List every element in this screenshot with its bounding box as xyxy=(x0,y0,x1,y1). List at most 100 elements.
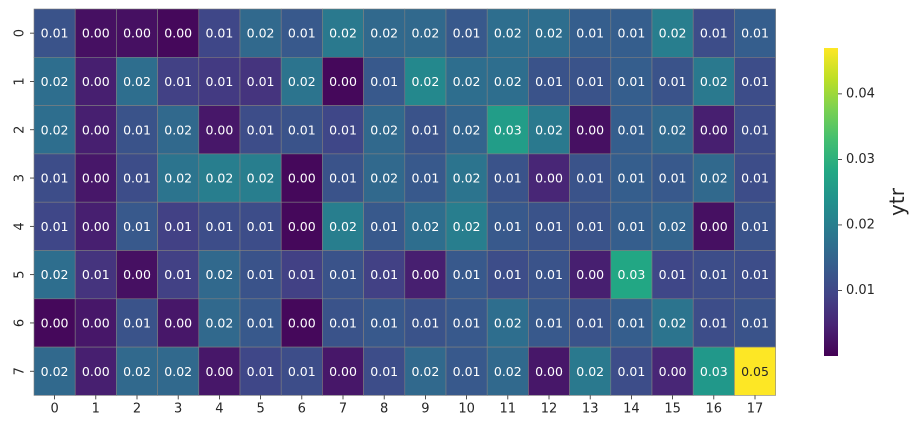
cell-label: 0.01 xyxy=(535,315,563,330)
colorbar-label: ytr xyxy=(885,187,909,216)
cell-label: 0.00 xyxy=(535,171,563,186)
cell-label: 0.01 xyxy=(535,219,563,234)
y-tick-label: 4 xyxy=(13,222,28,230)
cell-label: 0.01 xyxy=(700,315,728,330)
heatmap-cell xyxy=(239,105,282,155)
cell-label: 0.01 xyxy=(453,26,481,41)
y-tick-label: 0 xyxy=(13,29,28,37)
cell-label: 0.03 xyxy=(700,364,728,379)
heatmap-cell xyxy=(33,153,76,203)
cell-label: 0.01 xyxy=(370,74,398,89)
x-tick-label: 15 xyxy=(664,401,681,416)
heatmap-cell xyxy=(280,153,323,203)
cell-label: 0.01 xyxy=(494,171,522,186)
cell-label: 0.01 xyxy=(411,315,439,330)
cell-label: 0.03 xyxy=(494,122,522,137)
cell-label: 0.00 xyxy=(288,219,316,234)
heatmap-cell xyxy=(157,56,200,106)
heatmap-cell xyxy=(734,8,776,58)
heatmap-cell xyxy=(528,201,570,251)
heatmap-cell xyxy=(322,250,364,300)
cell-label: 0.01 xyxy=(205,26,233,41)
cell-label: 0.01 xyxy=(329,122,357,137)
heatmap-cell xyxy=(33,105,76,155)
cell-label: 0.02 xyxy=(700,74,728,89)
cell-label: 0.01 xyxy=(370,219,398,234)
cell-label: 0.01 xyxy=(453,267,481,282)
heatmap-cell xyxy=(116,201,158,251)
cell-label: 0.01 xyxy=(411,122,439,137)
cell-label: 0.02 xyxy=(659,122,687,137)
cell-label: 0.02 xyxy=(164,122,192,137)
heatmap-cell xyxy=(445,56,488,106)
heatmap-cell xyxy=(528,250,570,300)
heatmap-cell xyxy=(33,201,76,251)
heatmap-cell xyxy=(157,201,200,251)
cell-label: 0.01 xyxy=(41,171,69,186)
heatmap-cell xyxy=(610,105,653,155)
heatmap-cell xyxy=(528,56,570,106)
heatmap-cell xyxy=(651,201,694,251)
cell-label: 0.02 xyxy=(453,171,481,186)
cell-label: 0.01 xyxy=(535,74,563,89)
heatmap-cell xyxy=(610,298,653,348)
cell-label: 0.01 xyxy=(41,26,69,41)
cell-label: 0.01 xyxy=(576,26,604,41)
cell-label: 0.02 xyxy=(494,74,522,89)
x-tick-label: 14 xyxy=(623,401,640,416)
cell-label: 0.00 xyxy=(82,219,110,234)
heatmap-cell xyxy=(734,298,776,348)
cell-label: 0.02 xyxy=(453,122,481,137)
cell-label: 0.01 xyxy=(370,267,398,282)
cell-label: 0.03 xyxy=(617,267,645,282)
heatmap-cell xyxy=(734,153,776,203)
cell-label: 0.01 xyxy=(741,267,769,282)
heatmap-cell xyxy=(651,8,694,58)
heatmap-cell xyxy=(486,153,529,203)
cell-label: 0.01 xyxy=(288,26,316,41)
cell-label: 0.02 xyxy=(535,26,563,41)
x-tick-label: 13 xyxy=(582,401,599,416)
heatmap-cell xyxy=(322,298,364,348)
heatmap-cell xyxy=(569,250,612,300)
heatmap-cell xyxy=(734,201,776,251)
heatmap-cell xyxy=(74,250,117,300)
heatmap-cell xyxy=(157,8,200,58)
cell-label: 0.01 xyxy=(411,171,439,186)
x-tick-label: 8 xyxy=(380,401,388,416)
cell-label: 0.02 xyxy=(123,364,151,379)
cell-label: 0.02 xyxy=(329,26,357,41)
cell-label: 0.02 xyxy=(370,26,398,41)
cell-label: 0.01 xyxy=(247,315,275,330)
cell-label: 0.02 xyxy=(659,315,687,330)
cell-label: 0.00 xyxy=(576,267,604,282)
heatmap-cell xyxy=(692,250,735,300)
heatmap-cell xyxy=(74,346,117,396)
heatmap-cell xyxy=(322,8,364,58)
cell-label: 0.02 xyxy=(494,26,522,41)
y-tick-label: 2 xyxy=(13,126,28,134)
heatmap-cell xyxy=(528,8,570,58)
x-tick-label: 0 xyxy=(50,401,58,416)
cell-label: 0.05 xyxy=(741,364,769,379)
colorbar: 0.01 0.02 0.03 0.04 ytr xyxy=(824,48,909,356)
cell-label: 0.00 xyxy=(82,315,110,330)
colorbar-ticks: 0.01 0.02 0.03 0.04 xyxy=(838,86,875,298)
heatmap-cell xyxy=(33,8,76,58)
heatmap-cell xyxy=(486,8,529,58)
heatmap-cell xyxy=(198,153,241,203)
heatmap-cell xyxy=(692,201,735,251)
heatmap-cell xyxy=(157,298,200,348)
heatmap-cell xyxy=(33,56,76,106)
heatmap-cell xyxy=(404,298,447,348)
cell-label: 0.01 xyxy=(659,74,687,89)
heatmap-cell xyxy=(198,250,241,300)
heatmap-cell xyxy=(404,250,447,300)
heatmap-cell xyxy=(610,250,653,300)
heatmap-cell xyxy=(116,8,158,58)
cell-label: 0.00 xyxy=(576,122,604,137)
y-tick-label: 3 xyxy=(13,174,28,182)
cell-label: 0.01 xyxy=(494,267,522,282)
heatmap-cell xyxy=(239,201,282,251)
cell-label: 0.01 xyxy=(576,219,604,234)
